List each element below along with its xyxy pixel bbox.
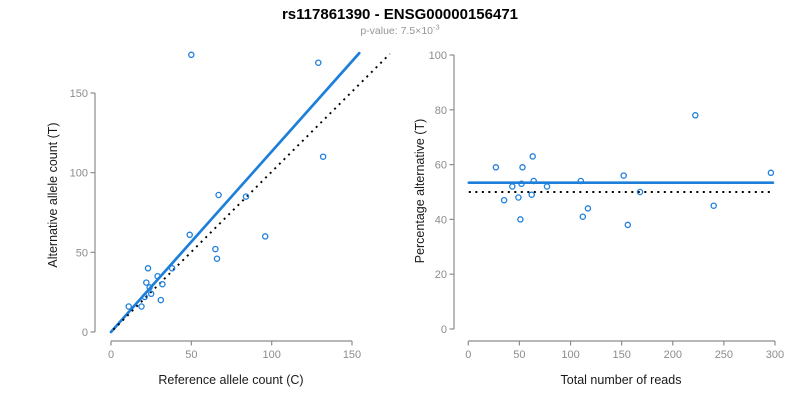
right-data-point	[620, 172, 627, 179]
right-plot-y-axis-label: Percentage alternative (T)	[413, 118, 427, 264]
left-data-point	[138, 303, 145, 310]
right-data-point	[509, 183, 516, 190]
left-data-point	[212, 245, 219, 253]
right-data-point	[519, 164, 526, 171]
right-data-point	[500, 196, 508, 204]
right-data-point	[528, 191, 535, 198]
left-data-point	[125, 303, 132, 310]
right-y-tick-label: 20	[435, 269, 447, 281]
left-data-point	[147, 290, 155, 298]
left-data-point	[141, 293, 148, 301]
left-plot: 0 50 100 150 0 50 100 150	[70, 51, 391, 361]
left-x-tick-label: 50	[185, 349, 197, 361]
left-x-tick-label: 0	[108, 349, 114, 361]
right-y-tick-label: 40	[435, 214, 447, 226]
p-value-exponent: -3	[433, 22, 440, 32]
left-data-point	[213, 255, 221, 262]
right-x-tick-label: 300	[766, 349, 784, 361]
left-data-point	[261, 233, 269, 240]
left-data-point	[154, 272, 161, 280]
left-y-tick-label: 150	[70, 88, 88, 100]
left-x-tick-label: 150	[343, 349, 361, 361]
right-x-tick-label: 250	[715, 349, 733, 361]
right-data-point	[577, 177, 585, 185]
left-data-point	[186, 231, 193, 239]
right-y-tick-label: 100	[429, 50, 447, 62]
left-data-point	[215, 191, 222, 199]
left-data-point	[319, 153, 327, 160]
right-plot-x-axis-label: Total number of reads	[560, 373, 682, 387]
right-data-point	[584, 205, 592, 212]
right-data-point	[692, 112, 699, 119]
right-data-point	[517, 216, 524, 223]
left-y-tick-label: 100	[70, 168, 88, 180]
left-data-point	[242, 193, 250, 200]
left-data-point	[159, 280, 166, 288]
right-y-tick-label: 80	[435, 105, 447, 117]
p-value-text: p-value: 7.5×10	[360, 25, 433, 37]
right-data-point	[492, 164, 500, 171]
right-data-point	[767, 169, 775, 177]
left-data-point	[188, 51, 195, 59]
right-plot: 0 50 100 150 200 250 300 0 20 40 60 80 100	[429, 50, 785, 361]
left-plot-y-axis-label: Alternative allele count (T)	[46, 122, 60, 268]
right-data-point	[518, 180, 525, 188]
right-data-point	[529, 153, 536, 160]
right-data-point	[624, 221, 632, 229]
left-x-tick-label: 100	[262, 349, 280, 361]
regression-line	[109, 51, 361, 334]
left-data-point	[144, 265, 152, 272]
right-y-tick-label: 0	[441, 324, 447, 336]
right-x-tick-label: 200	[664, 349, 682, 361]
left-y-tick-label: 0	[82, 327, 88, 339]
left-data-point	[315, 59, 322, 66]
right-data-point	[543, 183, 551, 190]
left-data-point	[168, 265, 176, 272]
right-x-tick-label: 50	[513, 349, 525, 361]
right-y-tick-label: 60	[435, 160, 447, 172]
plot-title: rs117861390 - ENSG00000156471	[281, 6, 519, 23]
right-data-point	[515, 194, 522, 201]
right-data-point	[710, 202, 717, 209]
right-data-point	[530, 177, 537, 185]
left-y-tick-label: 50	[76, 247, 88, 259]
identity-line	[112, 53, 391, 331]
right-x-tick-label: 100	[561, 349, 579, 361]
left-data-point	[157, 296, 165, 304]
plot-subtitle: p-value: 7.5×10-3	[0, 22, 800, 37]
left-data-point	[143, 279, 150, 286]
right-x-tick-label: 150	[612, 349, 630, 361]
left-plot-x-axis-label: Reference allele count (C)	[158, 373, 304, 387]
left-data-point	[146, 284, 153, 291]
right-x-tick-label: 0	[465, 349, 471, 361]
right-data-point	[636, 188, 644, 196]
right-data-point	[579, 213, 587, 220]
